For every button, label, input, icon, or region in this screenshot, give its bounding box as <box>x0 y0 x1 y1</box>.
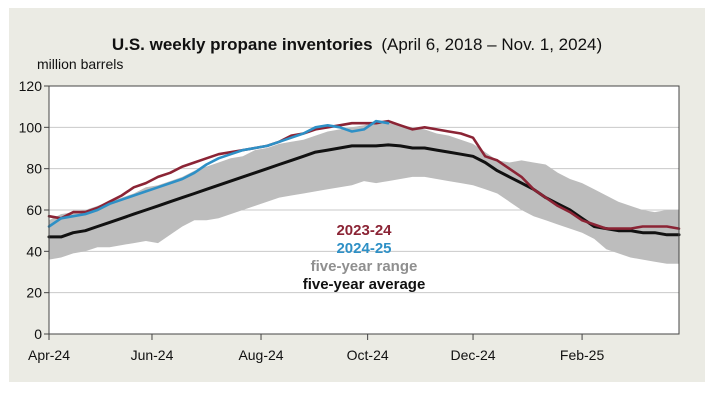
legend: 2023-24 2024-25 five-year range five-yea… <box>303 222 426 293</box>
y-tick-label-40: 40 <box>26 243 42 259</box>
x-tick-label-dec-24: Dec-24 <box>450 347 495 363</box>
chart-title-main: U.S. weekly propane inventories <box>112 35 373 54</box>
chart-title-subtitle: (April 6, 2018 – Nov. 1, 2024) <box>381 35 602 54</box>
chart-panel: U.S. weekly propane inventories (April 6… <box>9 8 705 382</box>
series-line-2023-24 <box>47 119 681 230</box>
series-line-five-year-average <box>47 143 681 239</box>
five-year-range-area <box>49 121 679 264</box>
y-tick-label-120: 120 <box>19 78 43 94</box>
y-tick-label-0: 0 <box>34 326 42 342</box>
x-tick-label-aug-24: Aug-24 <box>238 347 283 363</box>
series-line-2024-25 <box>47 119 390 228</box>
x-tick-label-oct-24: Oct-24 <box>347 347 389 363</box>
x-tick-label-feb-25: Feb-25 <box>560 347 605 363</box>
tick-labels: 0 20 40 60 80 100 120 Apr-24 Jun-24 Aug-24 Oct-24 D… <box>19 78 605 363</box>
five-year-range-band <box>49 121 679 264</box>
y-tick-label-80: 80 <box>26 161 42 177</box>
series-lines <box>47 119 681 239</box>
y-tick-label-100: 100 <box>19 119 43 135</box>
propane-chart: U.S. weekly propane inventories (April 6… <box>19 35 681 363</box>
y-tick-label-20: 20 <box>26 285 42 301</box>
y-tick-label-60: 60 <box>26 202 42 218</box>
chart-title: U.S. weekly propane inventories (April 6… <box>112 35 602 54</box>
x-tick-label-jun-24: Jun-24 <box>131 347 174 363</box>
y-axis-label: million barrels <box>37 56 123 72</box>
x-tick-label-apr-24: Apr-24 <box>28 347 70 363</box>
legend-entry-five-year-range: five-year range <box>311 258 418 275</box>
legend-entry-2024-25: 2024-25 <box>336 240 391 257</box>
legend-entry-2023-24: 2023-24 <box>336 222 392 239</box>
legend-entry-five-year-average: five-year average <box>303 276 426 293</box>
